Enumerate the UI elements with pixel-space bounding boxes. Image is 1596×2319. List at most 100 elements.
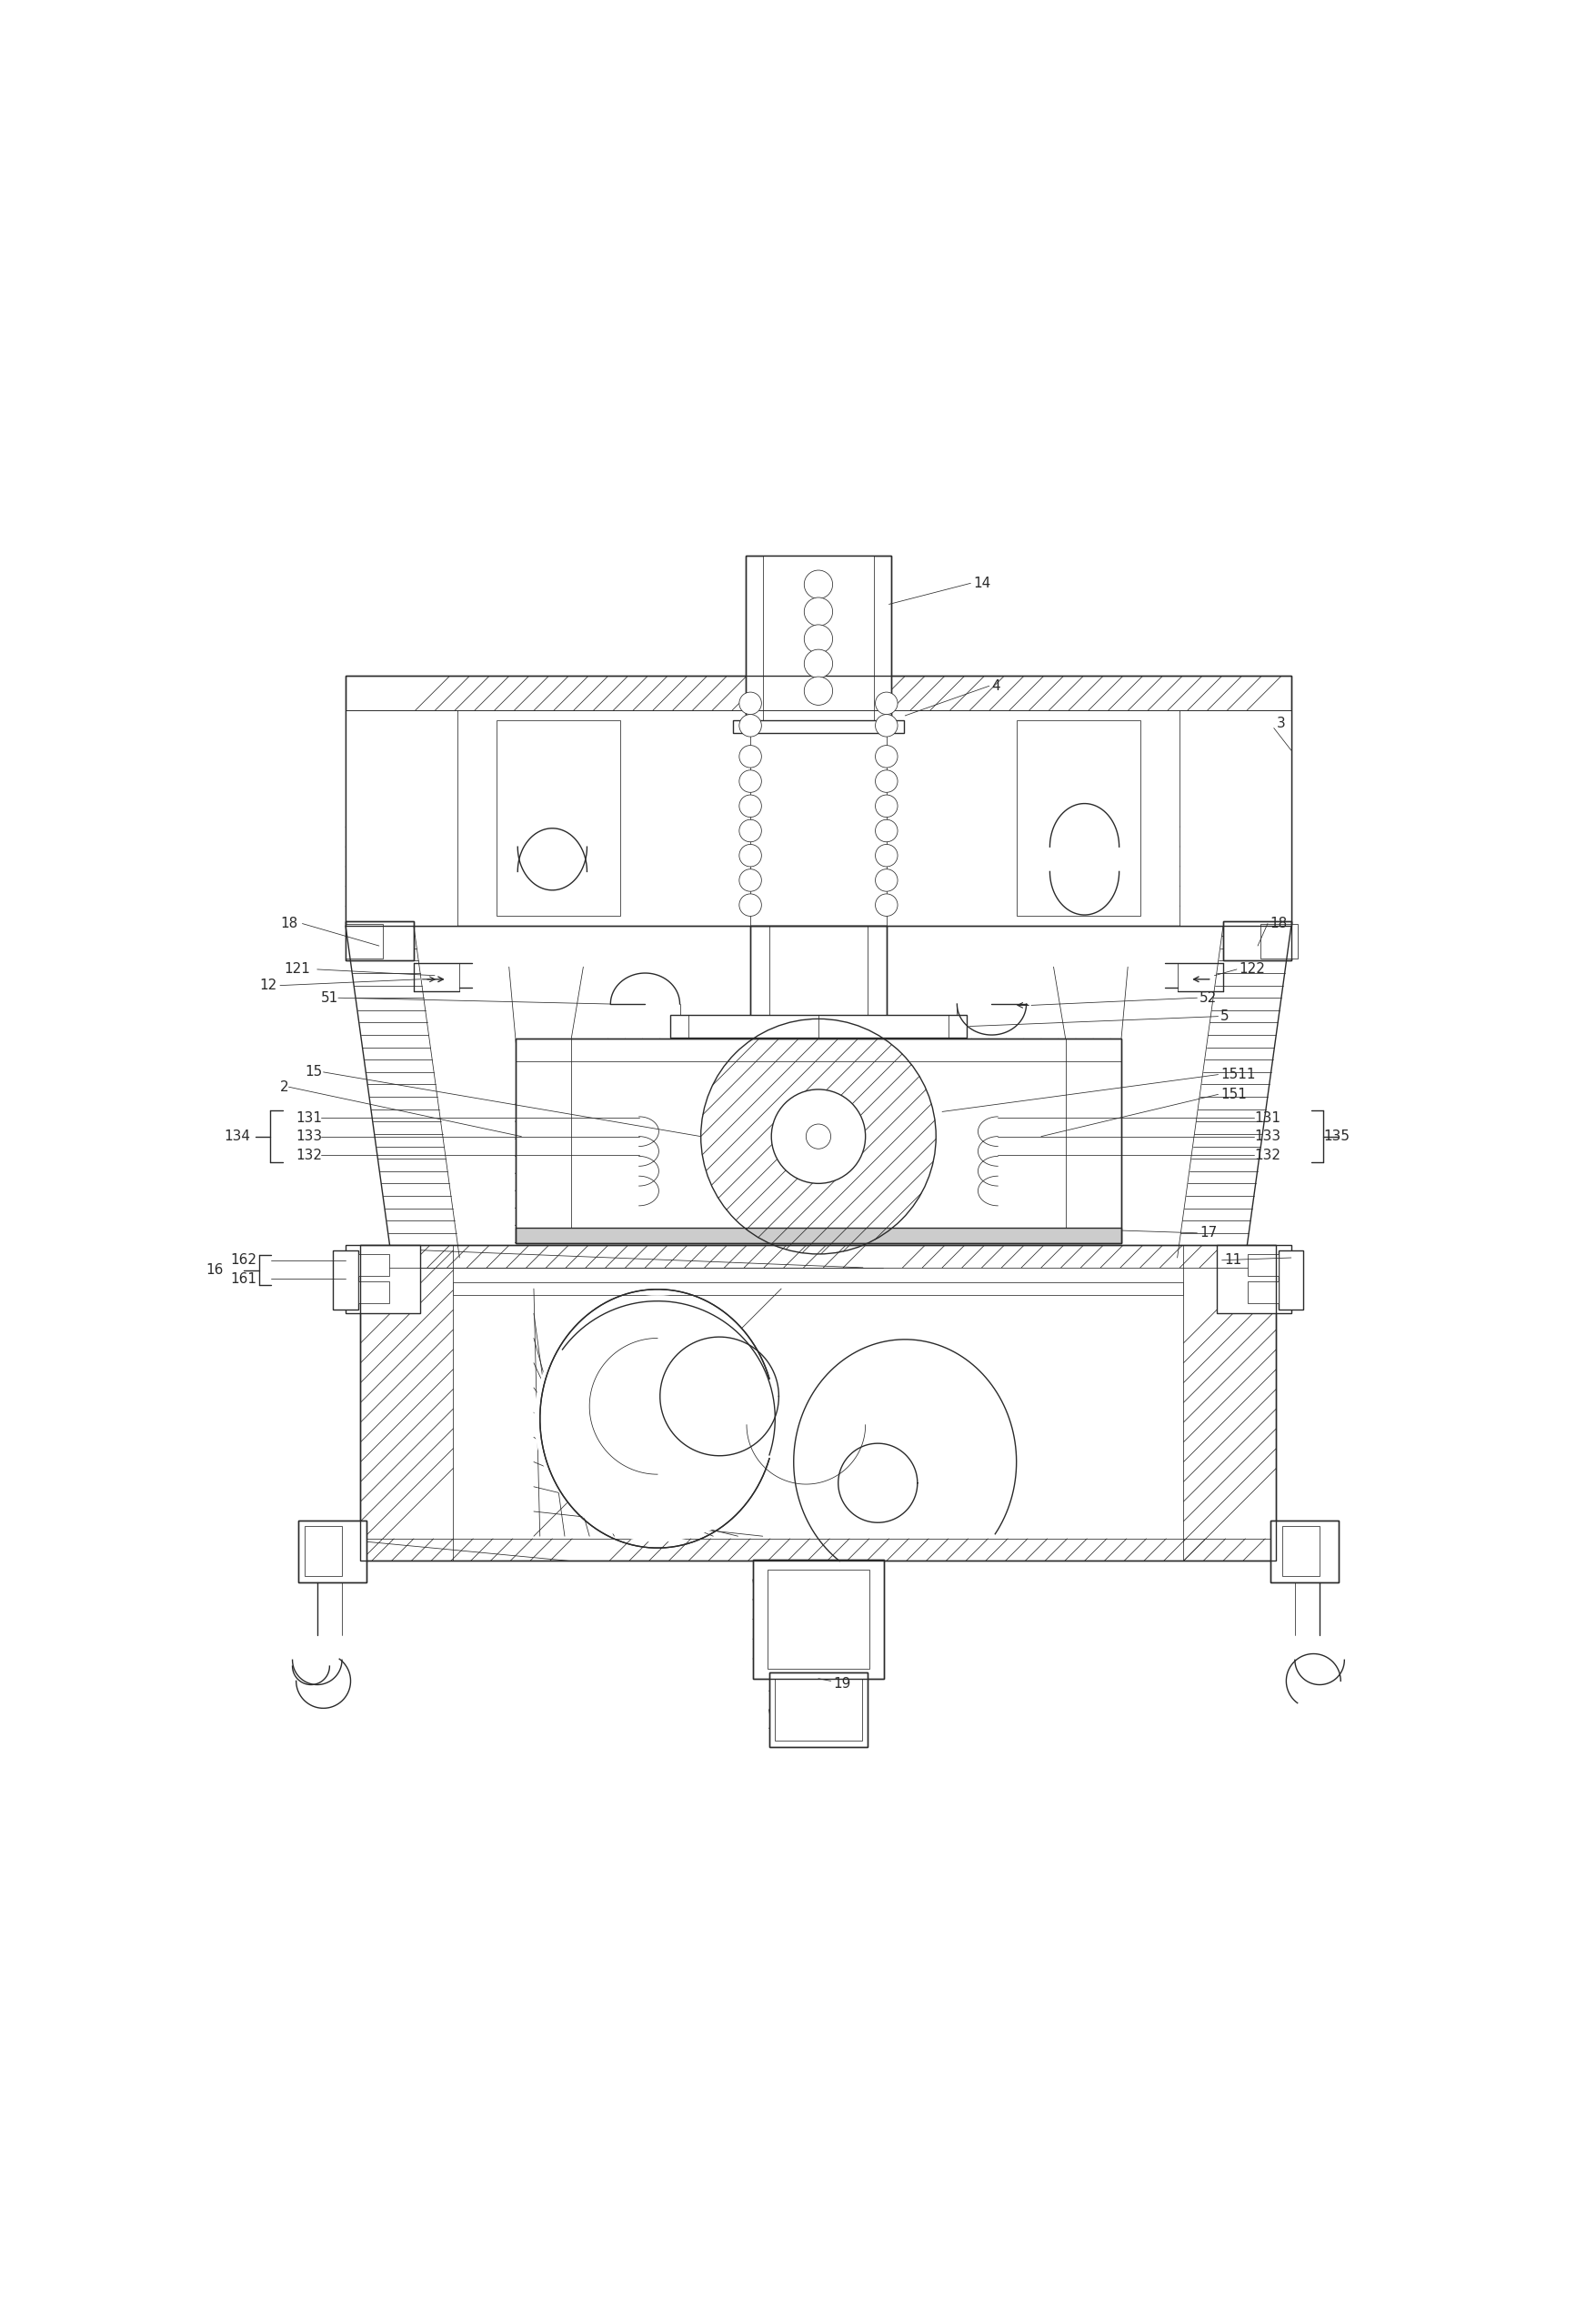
Bar — [1282, 1526, 1318, 1577]
Bar — [361, 1245, 453, 1561]
Text: 132: 132 — [1253, 1148, 1280, 1162]
Bar — [345, 677, 1291, 925]
Circle shape — [875, 844, 897, 867]
Text: 134: 134 — [223, 1129, 251, 1143]
Circle shape — [875, 795, 897, 816]
Bar — [745, 557, 891, 724]
Circle shape — [739, 870, 761, 890]
Circle shape — [739, 714, 761, 737]
Text: 161: 161 — [230, 1271, 257, 1285]
Bar — [1216, 1245, 1291, 1313]
Bar — [516, 1229, 1120, 1243]
Bar — [1223, 921, 1291, 960]
Circle shape — [804, 570, 832, 598]
Text: 51: 51 — [321, 990, 338, 1004]
Bar — [516, 1039, 1120, 1243]
Circle shape — [875, 691, 897, 714]
Circle shape — [533, 1296, 780, 1542]
Circle shape — [804, 649, 832, 677]
Bar — [1269, 1519, 1337, 1582]
Circle shape — [739, 893, 761, 916]
Circle shape — [739, 844, 761, 867]
Bar — [1246, 1280, 1278, 1303]
Circle shape — [875, 870, 897, 890]
Circle shape — [739, 770, 761, 793]
Bar — [345, 677, 1291, 925]
Text: 1511: 1511 — [1219, 1067, 1254, 1081]
Bar — [298, 1519, 367, 1582]
Text: 4: 4 — [991, 679, 999, 693]
Circle shape — [739, 691, 761, 714]
Text: 135: 135 — [1323, 1129, 1349, 1143]
Bar — [1223, 921, 1291, 960]
Bar — [1269, 1519, 1337, 1582]
Bar — [1278, 1250, 1302, 1310]
Bar — [745, 557, 891, 724]
Circle shape — [804, 677, 832, 705]
Bar — [1246, 1255, 1278, 1275]
Circle shape — [739, 795, 761, 816]
Bar — [361, 1540, 1275, 1561]
Bar — [361, 1245, 1275, 1561]
Text: 19: 19 — [833, 1677, 851, 1691]
Circle shape — [875, 819, 897, 842]
Bar — [361, 1245, 1275, 1561]
Bar — [345, 1245, 420, 1313]
Bar — [345, 677, 1291, 710]
Bar — [305, 1526, 342, 1577]
Text: 5: 5 — [1219, 1009, 1229, 1023]
Bar — [769, 1672, 868, 1746]
Text: 11: 11 — [1224, 1252, 1242, 1266]
Bar — [358, 1280, 389, 1303]
Bar — [774, 1679, 862, 1739]
Text: 15: 15 — [305, 1064, 322, 1078]
Circle shape — [739, 744, 761, 768]
Bar — [516, 1039, 1120, 1062]
Text: 52: 52 — [1199, 990, 1216, 1004]
Text: 14: 14 — [972, 577, 990, 589]
Text: 16: 16 — [206, 1264, 223, 1278]
Bar — [345, 923, 383, 958]
Text: 121: 121 — [284, 962, 310, 976]
Text: 151: 151 — [1219, 1088, 1246, 1102]
Bar — [516, 1229, 1120, 1243]
Text: 122: 122 — [1238, 962, 1264, 976]
Circle shape — [806, 1125, 830, 1148]
Circle shape — [875, 893, 897, 916]
Text: 2: 2 — [279, 1081, 289, 1095]
Text: 133: 133 — [1253, 1129, 1280, 1143]
Bar — [496, 721, 619, 916]
Bar — [750, 925, 886, 1023]
Bar — [298, 1519, 367, 1582]
Bar — [733, 721, 903, 733]
Bar — [1259, 923, 1296, 958]
Text: 132: 132 — [295, 1148, 322, 1162]
Bar — [752, 1561, 884, 1679]
Circle shape — [804, 624, 832, 654]
Text: 18: 18 — [279, 916, 297, 930]
Bar — [345, 710, 456, 925]
Circle shape — [875, 770, 897, 793]
Circle shape — [804, 598, 832, 626]
Bar — [769, 1672, 868, 1746]
Bar — [1179, 710, 1291, 925]
Circle shape — [739, 819, 761, 842]
Text: 18: 18 — [1269, 916, 1286, 930]
Bar — [763, 557, 873, 724]
Bar — [752, 1561, 884, 1679]
Bar — [516, 1039, 1120, 1243]
Circle shape — [771, 1090, 865, 1183]
Bar — [453, 1282, 1183, 1294]
Bar — [1183, 1245, 1275, 1561]
Text: 131: 131 — [1253, 1111, 1280, 1125]
Bar — [334, 1250, 358, 1310]
Bar — [768, 1570, 868, 1670]
Bar — [1066, 1039, 1120, 1243]
Text: 17: 17 — [1199, 1227, 1216, 1241]
Text: 162: 162 — [230, 1252, 257, 1266]
Bar — [1017, 721, 1140, 916]
Bar — [670, 1016, 966, 1037]
Text: 133: 133 — [295, 1129, 322, 1143]
Text: 131: 131 — [295, 1111, 322, 1125]
Text: 3: 3 — [1275, 717, 1285, 730]
